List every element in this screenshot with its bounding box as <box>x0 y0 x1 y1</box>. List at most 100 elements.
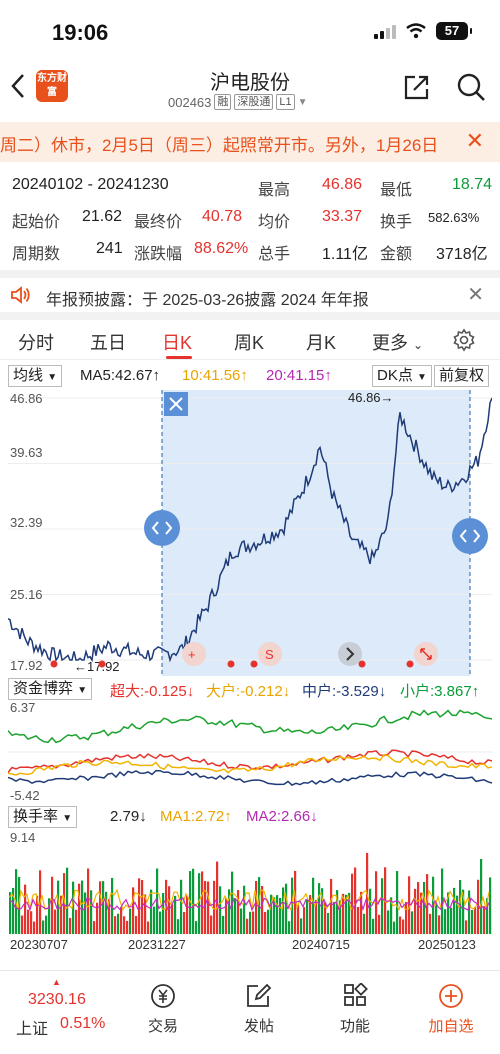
price-chart[interactable]: 46.86→ ←17.92 + S <box>8 390 492 676</box>
buy-marker-icon: + <box>188 647 196 662</box>
turnover-bar <box>78 883 81 934</box>
notice-banner[interactable]: 周二）休市，2月5日（周三）起照常开市。另外，1月26日（ ✕ <box>0 122 500 162</box>
search-icon[interactable] <box>456 72 486 102</box>
nav-trade[interactable]: 交易 <box>133 983 193 1036</box>
turnover-bar <box>465 920 468 934</box>
next-button[interactable] <box>338 642 362 666</box>
nav-functions[interactable]: 功能 <box>325 983 385 1036</box>
turnover-bar <box>183 912 186 934</box>
event-dot <box>358 660 366 668</box>
turnover-bar <box>378 914 381 934</box>
turnover-bar <box>309 895 312 934</box>
app-logo: 东方财富 <box>36 70 68 102</box>
turnover-bar <box>108 898 111 934</box>
divider <box>0 312 500 320</box>
x-date-3: 20240715 <box>292 937 350 952</box>
tab-more[interactable]: 更多 ⌄ <box>372 329 423 355</box>
banner-close-icon[interactable]: ✕ <box>465 128 484 153</box>
turnover-bar <box>102 881 105 934</box>
x-date-1: 20230707 <box>10 937 68 952</box>
fund-flow-toolbar: 资金博弈 ▼ 超大:-0.125↓ 大户:-0.212↓ 中户:-3.529↓ … <box>0 678 500 700</box>
adjust-select[interactable]: 前复权 <box>434 365 490 387</box>
large-value: 大户:-0.212↓ <box>206 683 291 700</box>
report-notice[interactable]: 年报预披露：于 2025-03-26披露 2024 年年报 ✕ <box>0 282 500 310</box>
caret-down-icon: ▼ <box>417 372 427 383</box>
amount-value: 3718亿 <box>436 246 488 263</box>
turnover-bar <box>60 895 63 934</box>
turnover-bar <box>420 892 423 934</box>
turnover-bar <box>459 880 462 934</box>
event-dot <box>406 660 414 668</box>
notice-text: 周二）休市，2月5日（周三）起照常开市。另外，1月26日（ <box>0 136 450 155</box>
report-close-icon[interactable]: ✕ <box>467 284 484 306</box>
stock-code-row[interactable]: 002463 融 深股通 L1 ▼ <box>168 94 308 110</box>
turnover-bar <box>180 879 183 934</box>
turnover-bar <box>429 913 432 934</box>
left-drag-handle[interactable] <box>144 510 180 546</box>
turnover-bar <box>345 894 348 934</box>
back-button[interactable] <box>10 72 26 108</box>
turnover-indicator-select[interactable]: 换手率 ▼ <box>8 806 78 828</box>
tab-five-day[interactable]: 五日 <box>90 333 126 353</box>
turnover-bar <box>252 911 255 934</box>
cellular-signal-icon <box>374 23 396 39</box>
avg-label: 均价 <box>258 214 291 231</box>
turnover-bar <box>471 909 474 934</box>
y-tick-1: 46.86 <box>10 391 43 406</box>
caret-down-icon: ▼ <box>77 685 88 696</box>
buy-marker[interactable] <box>182 642 206 666</box>
nav-functions-label: 功能 <box>339 1018 370 1035</box>
turnover-bar <box>147 921 150 934</box>
turnover-bar <box>297 904 300 934</box>
sell-marker[interactable] <box>258 642 282 666</box>
active-tab-indicator <box>166 356 192 359</box>
share-icon[interactable] <box>402 72 432 102</box>
turnover-bar <box>462 889 465 934</box>
chevron-left-icon <box>11 74 24 98</box>
turnover-bar <box>381 878 384 934</box>
grid-icon <box>344 983 368 1006</box>
avg-value: 33.37 <box>322 208 363 225</box>
nav-post[interactable]: 发帖 <box>229 983 289 1036</box>
divider <box>0 270 500 278</box>
turnover-bar <box>342 893 345 934</box>
turnover-bar <box>489 877 492 934</box>
tab-intraday[interactable]: 分时 <box>18 333 54 353</box>
turnover-ma2-line <box>8 896 490 912</box>
turnover-bar <box>408 876 411 934</box>
turnover-bar <box>9 892 12 934</box>
gear-icon[interactable] <box>452 328 476 352</box>
turnover-ma1-line <box>8 888 490 912</box>
fund-indicator-select[interactable]: 资金博弈 ▼ <box>8 678 93 700</box>
turnover-bar <box>210 915 213 934</box>
tab-monthly-k[interactable]: 月K <box>306 333 337 353</box>
turnover-bar <box>456 895 459 934</box>
yuan-exchange-icon <box>151 984 175 1008</box>
super-large-value: 超大:-0.125↓ <box>110 683 195 700</box>
turnover-bar <box>162 892 165 934</box>
right-drag-handle[interactable] <box>452 518 488 554</box>
nav-add-watchlist[interactable]: 加自选 <box>421 983 481 1036</box>
tab-weekly-k[interactable]: 周K <box>234 333 265 353</box>
nav-trade-label: 交易 <box>147 1018 178 1035</box>
tab-daily-k[interactable]: 日K <box>162 333 193 353</box>
ma-indicator-select[interactable]: 均线 ▼ <box>8 365 63 387</box>
dk-point-label: DK点 <box>377 367 413 384</box>
turnover-chart[interactable] <box>8 830 492 934</box>
selection-range <box>162 390 470 676</box>
turnover-bar <box>333 901 336 934</box>
fund-flow-chart[interactable] <box>8 702 492 802</box>
turnover-bar <box>132 887 135 934</box>
turnover-bar <box>213 880 216 934</box>
turnover-bar <box>150 889 153 934</box>
ma20-value: 20:41.15↑ <box>266 367 332 384</box>
tab-more-label: 更多 <box>372 333 408 353</box>
start-value: 21.62 <box>82 208 123 225</box>
turnover-bar <box>435 903 438 934</box>
selection-close-button[interactable] <box>164 392 188 416</box>
chevron-down-icon: ⌄ <box>413 338 424 352</box>
dk-point-select[interactable]: DK点 ▼ <box>372 365 432 387</box>
turnover-value: 582.63% <box>428 210 480 225</box>
turnover-bar <box>285 883 288 934</box>
turnover-bar <box>12 887 15 934</box>
